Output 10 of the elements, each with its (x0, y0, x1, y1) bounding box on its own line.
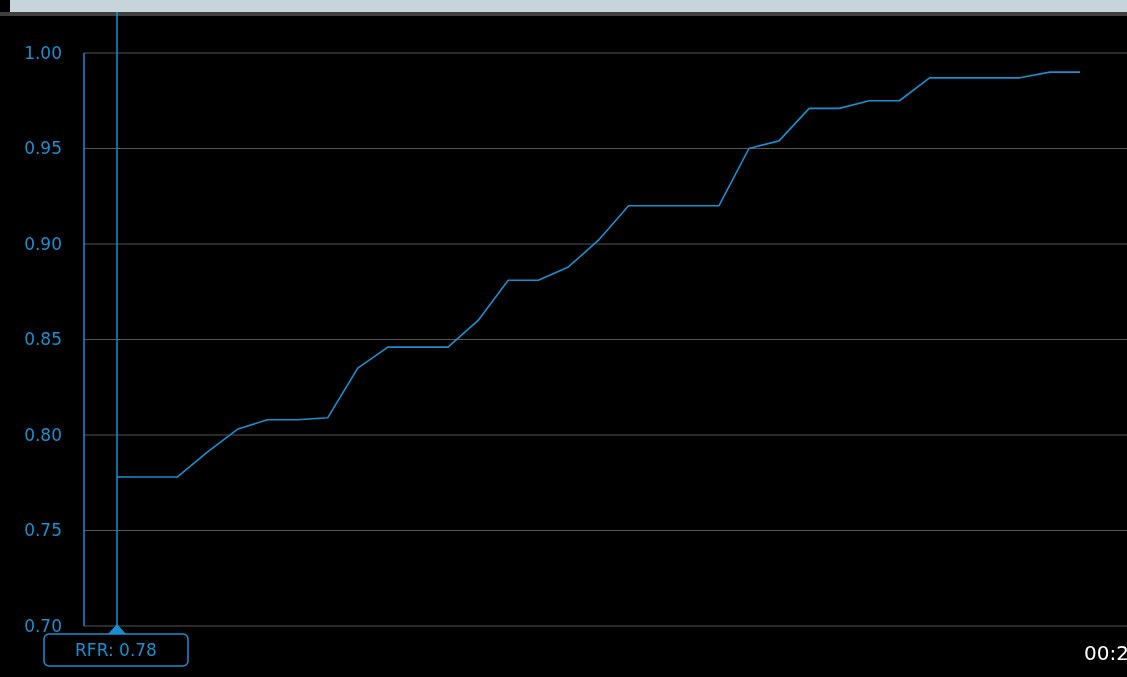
y-tick-label: 1.00 (24, 42, 62, 63)
y-tick-label: 0.95 (24, 138, 62, 159)
line-series (116, 71, 1081, 478)
y-tick-label: 0.75 (24, 520, 62, 541)
y-tick-label: 0.70 (24, 615, 62, 636)
y-tick-label: 0.90 (24, 233, 62, 254)
y-tick-label: 0.80 (24, 424, 62, 445)
text: RFR: 0.78 (75, 639, 157, 660)
y-tick-label: 0.85 (24, 329, 62, 350)
text: 00:2 (1084, 641, 1127, 665)
